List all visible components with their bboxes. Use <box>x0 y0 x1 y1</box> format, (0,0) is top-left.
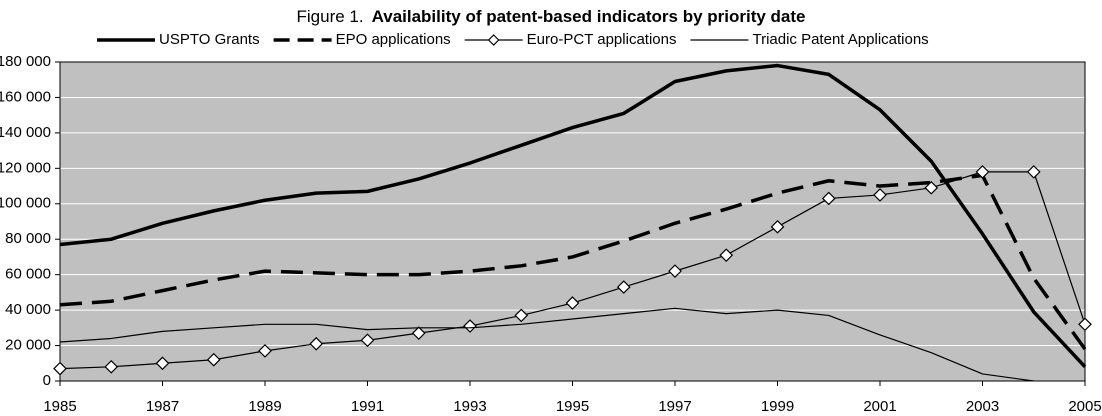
legend-label: Triadic Patent Applications <box>752 31 928 48</box>
chart-title: Figure 1. Availability of patent-based in… <box>297 7 806 26</box>
point-marker <box>1078 317 1092 332</box>
y-tick-label: 160 000 <box>0 88 51 105</box>
point-marker <box>821 191 836 206</box>
point-marker <box>975 165 990 179</box>
point-marker <box>719 248 734 263</box>
series-line <box>59 173 1087 351</box>
point-marker <box>360 333 375 348</box>
series-line <box>59 63 1087 369</box>
y-tick-label: 80 000 <box>5 230 51 247</box>
legend-label: EPO applications <box>336 31 451 48</box>
point-marker <box>1026 165 1041 179</box>
x-tick-label: 1989 <box>248 398 281 415</box>
point-marker <box>463 319 477 333</box>
title-label: Figure 1. <box>297 7 364 26</box>
x-tick-label: 2003 <box>966 398 999 415</box>
y-tick-label: 20 000 <box>5 337 51 354</box>
x-tick-label: 1999 <box>761 398 794 415</box>
x-tick-label: 1993 <box>453 398 486 415</box>
point-marker <box>104 359 119 374</box>
y-tick-label: 60 000 <box>5 266 51 283</box>
point-marker <box>565 296 580 310</box>
point-marker <box>411 326 426 340</box>
point-marker <box>206 352 221 367</box>
point-marker <box>924 180 939 195</box>
x-tick-label: 2005 <box>1068 398 1101 415</box>
x-tick-label: 1995 <box>556 398 589 415</box>
point-marker <box>770 219 785 234</box>
title-text: Availability of patent-based indicators … <box>372 7 806 26</box>
point-marker <box>668 264 682 278</box>
plot-area <box>60 62 1085 381</box>
series-line <box>59 307 1034 382</box>
legend-label: Euro-PCT applications <box>527 31 677 48</box>
y-tick-label: 0 <box>43 372 51 389</box>
y-tick-label: 180 000 <box>0 53 51 70</box>
x-tick-label: 1987 <box>146 398 179 415</box>
x-tick-label: 2001 <box>863 398 896 415</box>
x-tick-label: 1997 <box>658 398 691 415</box>
point-marker <box>53 361 67 376</box>
point-marker <box>514 308 529 323</box>
x-tick-label: 1985 <box>43 398 76 415</box>
point-marker <box>309 336 324 351</box>
point-marker <box>873 188 887 202</box>
point-marker <box>155 356 170 371</box>
y-tick-label: 140 000 <box>0 124 51 141</box>
x-tick-label: 1991 <box>351 398 384 415</box>
point-marker <box>258 344 272 358</box>
legend-label: USPTO Grants <box>159 31 260 48</box>
legend-marker <box>487 34 500 46</box>
y-tick-label: 40 000 <box>5 301 51 318</box>
y-tick-label: 120 000 <box>0 159 51 176</box>
point-marker <box>616 280 631 294</box>
y-tick-label: 100 000 <box>0 195 51 212</box>
legend: USPTO Grants EPO applications Euro-PCT app… <box>97 31 929 48</box>
